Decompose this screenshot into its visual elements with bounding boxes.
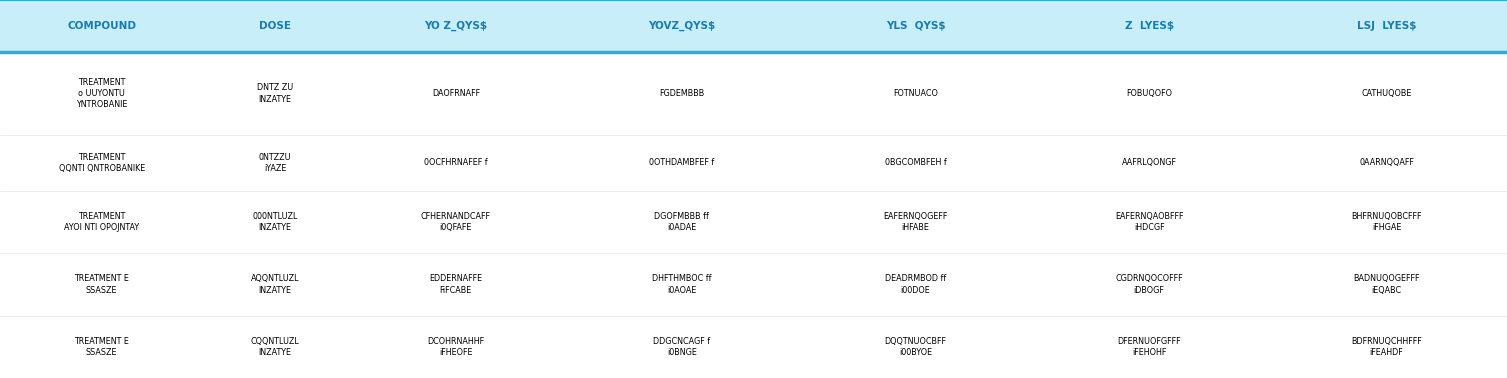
- Text: LSJ  LYES$: LSJ LYES$: [1356, 21, 1417, 31]
- Text: EAFERNQOGEFF
iHFABE: EAFERNQOGEFF iHFABE: [883, 212, 948, 232]
- Text: DNTZ ZU
INZATYE: DNTZ ZU INZATYE: [256, 84, 294, 104]
- Text: FOBUQOFO: FOBUQOFO: [1126, 89, 1172, 98]
- Text: TREATMENT E
SSASZE: TREATMENT E SSASZE: [74, 274, 130, 294]
- Text: CGDRNQOCOFFF
iDBOGF: CGDRNQOCOFFF iDBOGF: [1115, 274, 1183, 294]
- Text: DEADRMBOD ff
i00DOE: DEADRMBOD ff i00DOE: [885, 274, 946, 294]
- Text: YO Z_QYS$: YO Z_QYS$: [425, 21, 487, 31]
- Text: TREATMENT
AYOI NTI OPOJNTAY: TREATMENT AYOI NTI OPOJNTAY: [65, 212, 139, 232]
- Text: DOSE: DOSE: [259, 21, 291, 31]
- Text: AAFRLQONGF: AAFRLQONGF: [1121, 158, 1177, 167]
- Text: AQQNTLUZL
INZATYE: AQQNTLUZL INZATYE: [250, 274, 300, 294]
- Text: CQQNTLUZL
INZATYE: CQQNTLUZL INZATYE: [250, 337, 300, 357]
- Text: CATHUQOBE: CATHUQOBE: [1361, 89, 1412, 98]
- Text: COMPOUND: COMPOUND: [68, 21, 136, 31]
- Text: BDFRNUQCHHFFF
iFEAHDF: BDFRNUQCHHFFF iFEAHDF: [1352, 337, 1421, 357]
- Text: TREATMENT E
SSASZE: TREATMENT E SSASZE: [74, 337, 130, 357]
- Text: DDGCNCAGF f
i0BNGE: DDGCNCAGF f i0BNGE: [654, 337, 710, 357]
- Text: 0NTZZU
iYAZE: 0NTZZU iYAZE: [259, 153, 291, 173]
- Text: DCOHRNAHHF
iFHEOFE: DCOHRNAHHF iFHEOFE: [428, 337, 484, 357]
- Text: FOTNUACO: FOTNUACO: [894, 89, 937, 98]
- Text: DQQTNUOCBFF
i00BYOE: DQQTNUOCBFF i00BYOE: [885, 337, 946, 357]
- Text: 0BGCOMBFEH f: 0BGCOMBFEH f: [885, 158, 946, 167]
- Text: Z  LYES$: Z LYES$: [1124, 21, 1174, 31]
- Bar: [0, 253, 1507, 316]
- Text: BHFRNUQOBCFFF
iFHGAE: BHFRNUQOBCFFF iFHGAE: [1352, 212, 1421, 232]
- Text: 0OTHDAMBFEF f: 0OTHDAMBFEF f: [650, 158, 714, 167]
- Text: DFERNUOFGFFF
iFEHOHF: DFERNUOFGFFF iFEHOHF: [1117, 337, 1181, 357]
- Bar: [0, 135, 1507, 191]
- Bar: [0, 0, 1507, 52]
- Text: DGOFMBBB ff
i0ADAE: DGOFMBBB ff i0ADAE: [654, 212, 710, 232]
- Text: 0AARNQQAFF: 0AARNQQAFF: [1359, 158, 1414, 167]
- Text: TREATMENT
QQNTI QNTROBANIKE: TREATMENT QQNTI QNTROBANIKE: [59, 153, 145, 173]
- Text: FGDEMBBB: FGDEMBBB: [659, 89, 705, 98]
- Text: YOVZ_QYS$: YOVZ_QYS$: [648, 21, 716, 31]
- Text: YLS  QYS$: YLS QYS$: [886, 21, 945, 31]
- Text: BADNUQOGEFFF
iEQABC: BADNUQOGEFFF iEQABC: [1353, 274, 1420, 294]
- Text: EAFERNQAOBFFF
iHDCGF: EAFERNQAOBFFF iHDCGF: [1115, 212, 1183, 232]
- Text: DHFTHMBOC ff
i0AOAE: DHFTHMBOC ff i0AOAE: [653, 274, 711, 294]
- Text: TREATMENT
o UUYONTU
YNTROBANIE: TREATMENT o UUYONTU YNTROBANIE: [75, 78, 128, 109]
- Text: 000NTLUZL
INZATYE: 000NTLUZL INZATYE: [252, 212, 298, 232]
- Bar: [0, 52, 1507, 135]
- Bar: [0, 316, 1507, 378]
- Text: DAOFRNAFF: DAOFRNAFF: [433, 89, 479, 98]
- Text: EDDERNAFFE
FiFCABE: EDDERNAFFE FiFCABE: [429, 274, 482, 294]
- Text: CFHERNANDCAFF
i0QFAFE: CFHERNANDCAFF i0QFAFE: [420, 212, 491, 232]
- Bar: [0, 191, 1507, 253]
- Text: 0OCFHRNAFEF f: 0OCFHRNAFEF f: [423, 158, 488, 167]
